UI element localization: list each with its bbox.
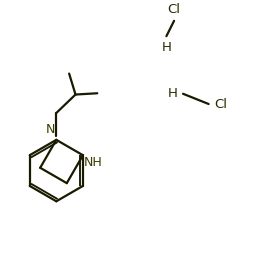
Text: H: H xyxy=(168,87,178,100)
Text: H: H xyxy=(162,41,171,54)
Text: N: N xyxy=(46,123,55,136)
Text: NH: NH xyxy=(84,156,103,170)
Text: Cl: Cl xyxy=(214,97,227,111)
Text: Cl: Cl xyxy=(168,3,180,16)
